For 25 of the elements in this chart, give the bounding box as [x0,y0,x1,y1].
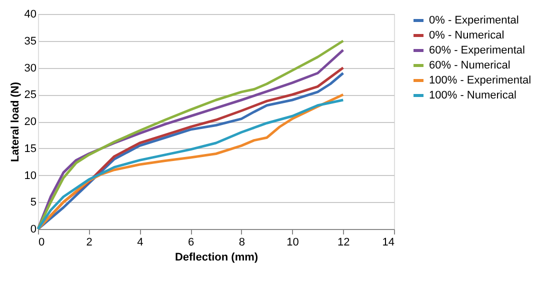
y-tick-label: 25 [24,89,36,102]
legend-label: 100% - Numerical [429,90,516,102]
y-tick-label: 10 [24,170,36,182]
y-axis-title: Lateral load (N) [9,82,22,162]
y-tick-label: 40 [24,8,36,20]
x-axis-title: Deflection (mm) [174,252,258,264]
legend-label: 0% - Experimental [429,14,519,26]
y-tick-label: 30 [24,62,36,74]
y-tick-label: 20 [24,116,36,128]
y-tick-label: 0 [30,224,36,236]
x-tick-label: 8 [238,236,245,248]
x-tick-label: 10 [286,236,299,248]
legend-label: 100% - Experimental [429,74,532,86]
x-tick-label: 12 [338,236,350,248]
y-tick-label: 15 [24,142,36,155]
legend-label: 60% - Experimental [429,44,525,56]
y-tick-label: 5 [30,196,36,209]
x-tick-label: 4 [137,236,144,248]
x-tick-label: 0 [38,236,45,248]
y-tick-label: 35 [24,35,36,48]
legend-label: 60% - Numerical [429,60,510,72]
x-tick-label: 14 [382,236,394,248]
x-tick-label: 6 [188,236,194,248]
x-tick-label: 2 [86,236,92,248]
legend-label: 0% - Numerical [429,30,504,42]
